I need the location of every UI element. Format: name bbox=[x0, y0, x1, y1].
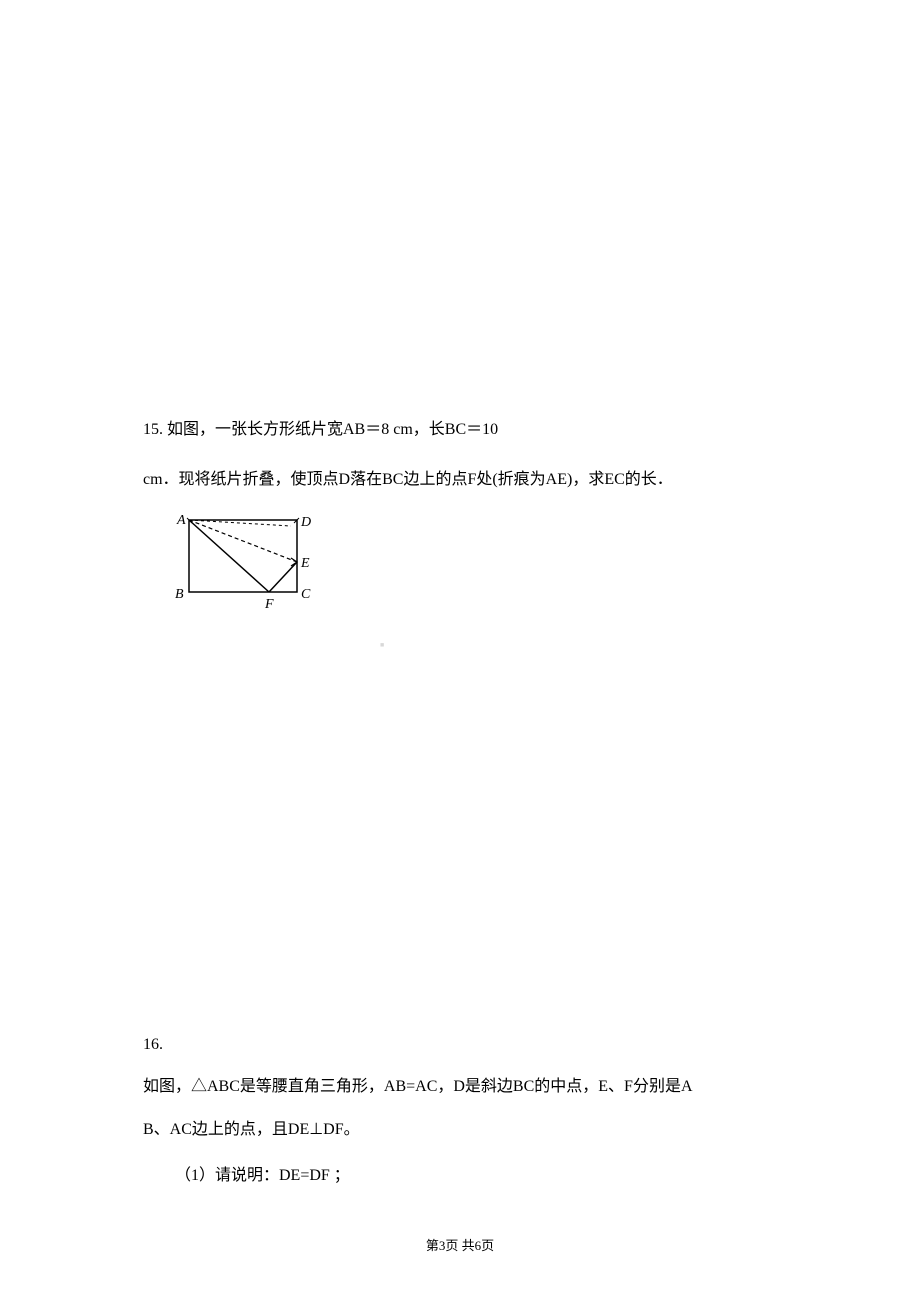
question-16-number: 16. bbox=[143, 1032, 783, 1058]
question-15-line-1: 15. 如图，一张长方形纸片宽AB＝8 cm，长BC＝10 bbox=[143, 417, 783, 443]
question-16-line-2: B、AC边上的点，且DE⊥DF。 bbox=[143, 1117, 783, 1143]
question-16-sub-1: （1）请说明：DE=DF ； bbox=[175, 1163, 783, 1189]
figure-15: A D B C E F bbox=[171, 512, 783, 621]
rectangle-fold-diagram: A D B C E F bbox=[171, 512, 319, 616]
svg-text:F: F bbox=[264, 597, 274, 612]
page-footer: 第3页 共6页 bbox=[0, 1235, 920, 1254]
svg-text:D: D bbox=[300, 515, 311, 530]
question-15-line-2: cm．现将纸片折叠，使顶点D落在BC边上的点F处(折痕为AE)，求EC的长． bbox=[143, 467, 783, 493]
question-16-line-1: 如图，△ABC是等腰直角三角形，AB=AC，D是斜边BC的中点，E、F分别是A bbox=[143, 1074, 783, 1100]
watermark-icon: ■ bbox=[380, 642, 384, 649]
svg-text:E: E bbox=[300, 556, 310, 571]
svg-text:B: B bbox=[175, 587, 184, 602]
svg-text:A: A bbox=[176, 513, 186, 528]
svg-text:C: C bbox=[301, 587, 311, 602]
